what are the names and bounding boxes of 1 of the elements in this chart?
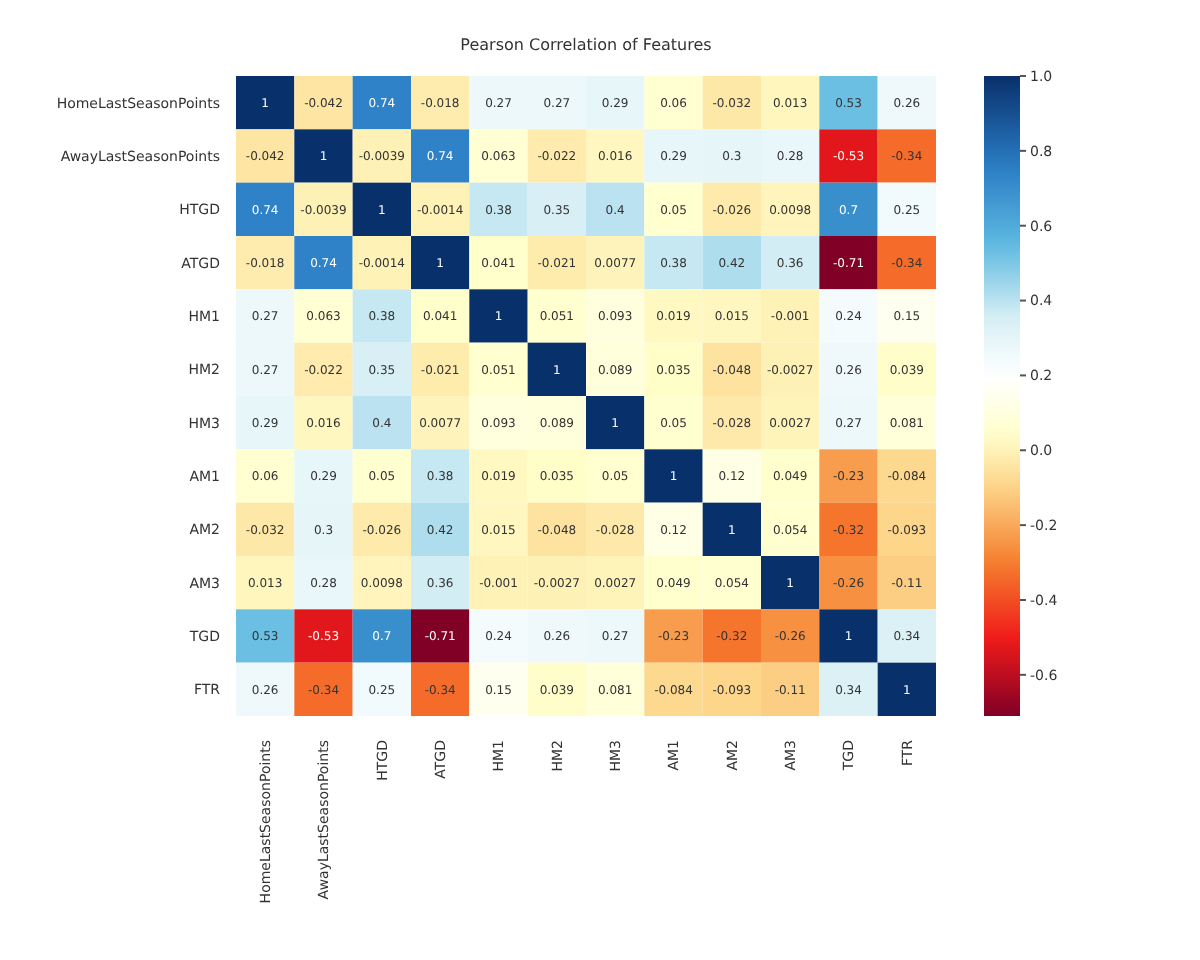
chart-title: Pearson Correlation of Features bbox=[458, 36, 714, 54]
